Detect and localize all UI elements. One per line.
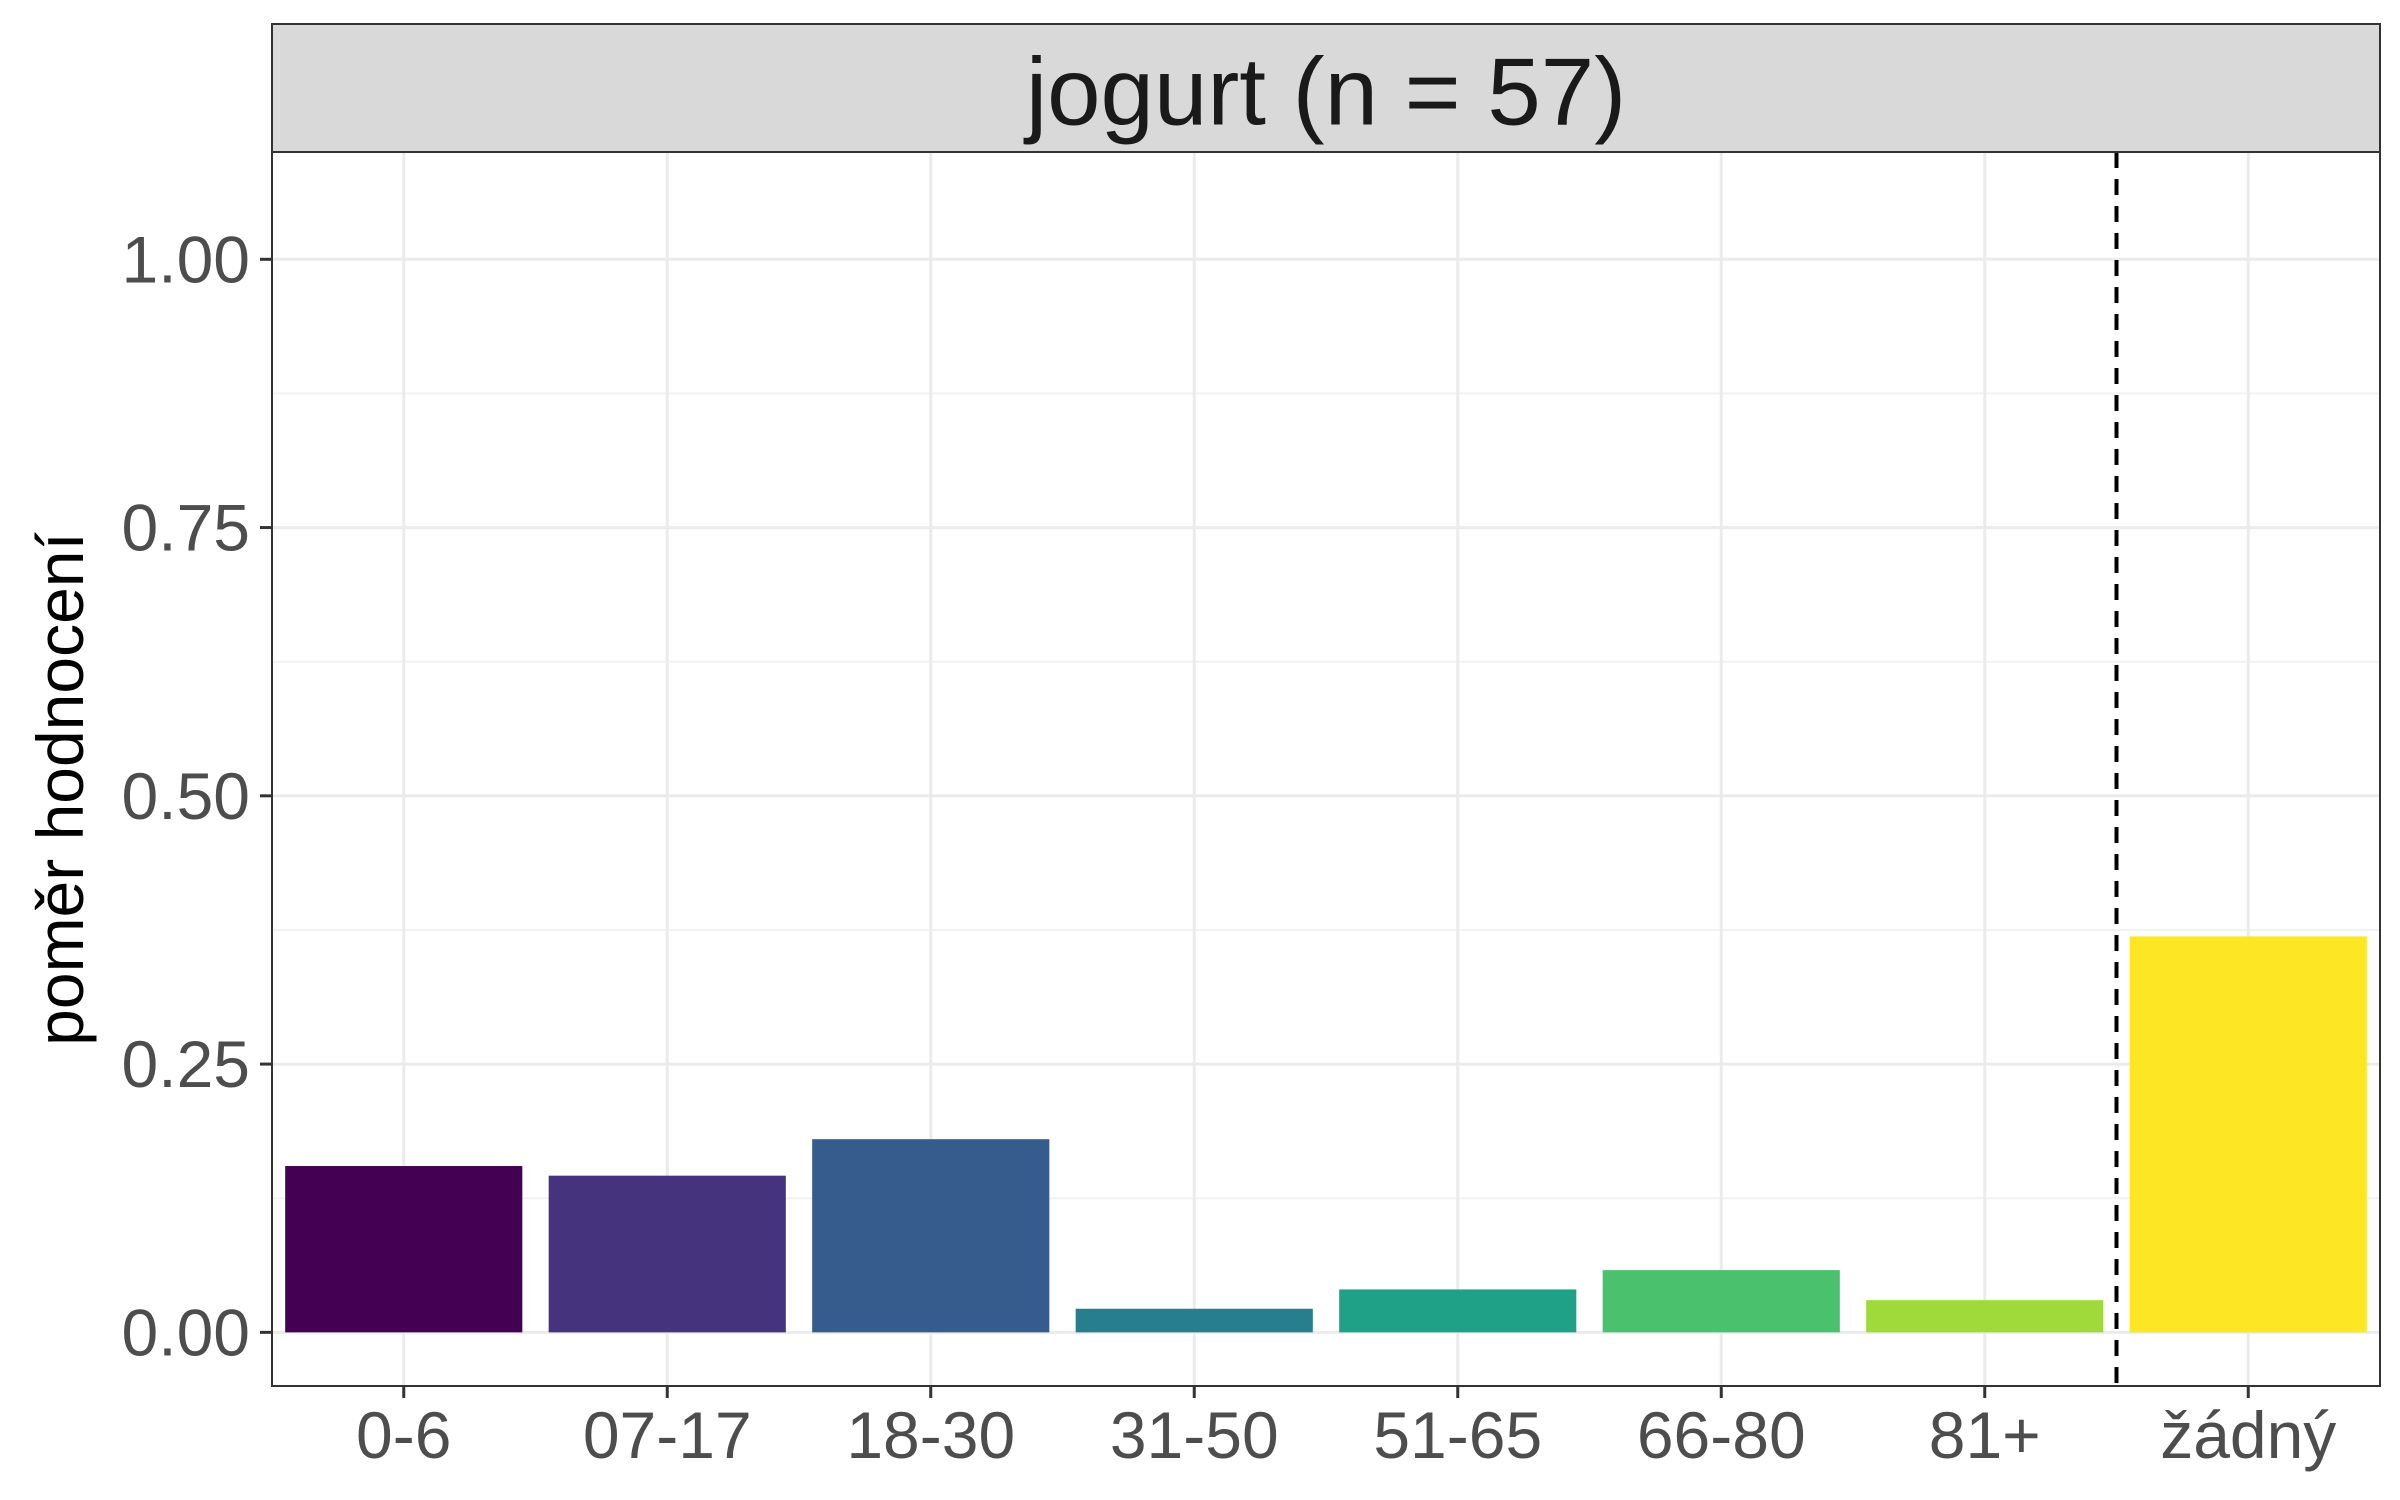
bar-07-17 [548,1175,786,1333]
x-axis: 0-6 07-17 18-30 31-50 51-65 66-80 81+ žádný [356,1386,2336,1472]
bar-žádný [2129,936,2367,1333]
y-tick-label: 1.00 [122,222,250,296]
bar-51-65 [1339,1289,1577,1333]
x-tick-label: 66-80 [1637,1398,1806,1472]
bar-0-6 [285,1166,523,1333]
x-tick-label: 07-17 [583,1398,752,1472]
bar-81+ [1866,1300,2104,1333]
bar-31-50 [1075,1308,1313,1333]
y-tick-label: 0.00 [122,1295,250,1369]
x-tick-label: 51-65 [1373,1398,1542,1472]
y-tick-label: 0.25 [122,1027,250,1101]
y-tick-label: 0.75 [122,491,250,565]
grid-lines [272,152,2380,1386]
x-tick-label: 31-50 [1110,1398,1279,1472]
x-tick-label: 18-30 [846,1398,1015,1472]
bar-18-30 [812,1139,1050,1333]
x-tick-label: 81+ [1929,1398,2041,1472]
panel-title: jogurt (n = 57) [1023,39,1626,146]
strip-background [271,23,2381,153]
y-axis-title: poměr hodnocení [23,531,97,1045]
y-axis: 0.00 0.25 0.50 0.75 1.00 [122,222,272,1369]
x-tick-label: 0-6 [356,1398,451,1472]
y-tick-label: 0.50 [122,759,250,833]
x-tick-label: žádný [2160,1398,2336,1472]
facet-strip: jogurt (n = 57) [271,23,2381,153]
bars [285,936,2367,1333]
bar-66-80 [1602,1270,1840,1333]
